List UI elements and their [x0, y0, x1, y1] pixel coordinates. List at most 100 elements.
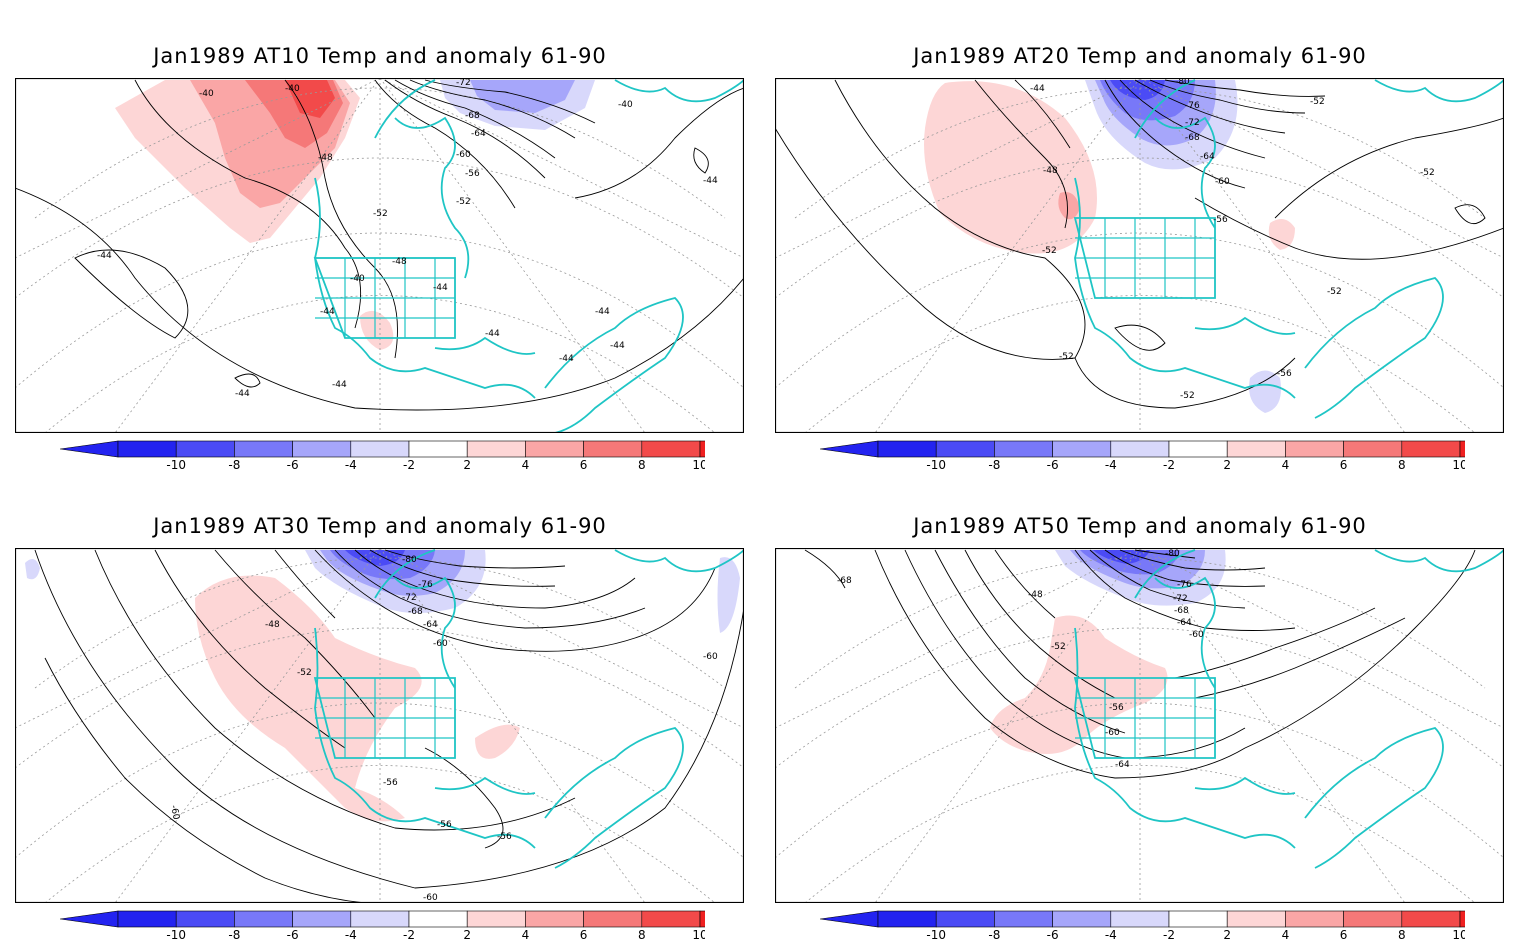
colorbar-label: -2 — [403, 928, 415, 941]
colorbar-segment — [466, 910, 526, 928]
contour-label: -56 — [383, 778, 398, 788]
colorbar-segment — [1052, 440, 1112, 458]
colorbar-label: 8 — [1398, 928, 1406, 941]
contour-label: -52 — [1327, 287, 1342, 297]
colorbar-label: 6 — [580, 928, 588, 941]
panel-title: Jan1989 AT50 Temp and anomaly 61-90 — [913, 514, 1367, 538]
colorbar-at10: -10 -8 -6 -4 -2 2 4 6 8 10 — [60, 440, 705, 471]
colorbar-segment — [583, 440, 643, 458]
graticule — [15, 78, 744, 433]
contour-label: -68 — [1174, 606, 1189, 616]
colorbar-segment — [350, 440, 410, 458]
graticule — [15, 548, 744, 903]
cold-anomaly-small — [1249, 370, 1281, 413]
map-frame — [15, 78, 744, 433]
coastlines — [313, 549, 744, 869]
contour-label: -44 — [595, 307, 610, 317]
warm-anomaly-2 — [990, 615, 1168, 754]
colorbar-segment — [1285, 440, 1344, 458]
contour-label: -60 — [168, 804, 180, 820]
contour-label: -68 — [408, 607, 423, 617]
colorbar-segment — [525, 440, 584, 458]
contour-label: -44 — [610, 341, 625, 351]
contour-label: -44 — [332, 380, 347, 390]
panel-at50: Jan1989 AT50 Temp and anomaly 61-90 — [760, 470, 1520, 941]
colorbar-segment — [1168, 910, 1228, 928]
contour-label: -56 — [1277, 369, 1292, 379]
contour-label: -44 — [559, 354, 574, 364]
contour-label: -76 — [418, 580, 433, 590]
map-at10: -40 -40 -72 -40 -68 -64 -48 -60 -56 -52 … — [15, 78, 744, 433]
contour-label: -52 — [1420, 168, 1435, 178]
contour-label: -52 — [1051, 642, 1066, 652]
contour-label: -80 — [402, 555, 417, 565]
colorbar-arrow-left — [820, 910, 879, 928]
coastlines — [1073, 79, 1504, 419]
colorbar-segment — [935, 910, 995, 928]
contour-labels: -80 -68 -76 -48 -72 -68 -64 -60 -52 -56 … — [837, 549, 1204, 770]
colorbar-label: 10 — [1452, 458, 1465, 471]
colorbar-label: 8 — [638, 928, 646, 941]
colorbar-label: 4 — [522, 928, 530, 941]
contour-label: -48 — [1043, 166, 1058, 176]
panel-at30: Jan1989 AT30 Temp and anomaly 61-90 — [0, 470, 760, 941]
colorbar-label: -6 — [1047, 458, 1059, 471]
anomaly-shading — [25, 550, 740, 822]
cold-anomaly-8 — [1110, 80, 1165, 100]
colorbar-label: -2 — [1163, 458, 1175, 471]
warm-anomaly-small — [1268, 219, 1295, 250]
contour-label: -76 — [1185, 101, 1200, 111]
colorbar-segment — [1401, 910, 1461, 928]
contour-label: -72 — [1185, 118, 1200, 128]
contour-label: -40 — [199, 89, 214, 99]
contour-label: -60 — [1105, 728, 1120, 738]
contour-label: -56 — [437, 820, 452, 830]
colorbar-segment — [408, 440, 468, 458]
contour-label: -44 — [1030, 84, 1045, 94]
contour-labels: -44 -80 -52 -76 -72 -68 -64 -48 -60 -52 … — [1030, 78, 1435, 401]
contour-label: -80 — [1165, 549, 1180, 559]
contour-label: -52 — [1059, 352, 1074, 362]
map-at50: -80 -68 -76 -48 -72 -68 -64 -60 -52 -56 … — [775, 548, 1504, 903]
colorbar-arrow-left — [60, 440, 119, 458]
colorbar-segment — [117, 440, 177, 458]
contour-label: -52 — [1310, 97, 1325, 107]
colorbar-segment — [641, 440, 701, 458]
warm-anomaly-2 — [195, 575, 422, 822]
contour-label: -64 — [471, 129, 486, 139]
warm-anomaly-small — [360, 310, 394, 350]
anomaly-shading — [115, 80, 595, 350]
colorbar-segment — [234, 910, 293, 928]
colorbar-label: 2 — [463, 458, 471, 471]
contour-label: -48 — [392, 257, 407, 267]
colorbar-segment — [1226, 440, 1286, 458]
colorbar-label: -10 — [926, 458, 946, 471]
contour-label: -60 — [433, 639, 448, 649]
colorbar-label: 10 — [1452, 928, 1465, 941]
contour-label: -60 — [1189, 630, 1204, 640]
colorbar-label: 10 — [692, 928, 705, 941]
colorbar-segment — [350, 910, 410, 928]
colorbar-segment — [1110, 440, 1170, 458]
colorbar-segment — [175, 440, 235, 458]
colorbar-label: -4 — [1105, 928, 1117, 941]
contour-labels: -40 -40 -72 -40 -68 -64 -48 -60 -56 -52 … — [97, 78, 718, 399]
colorbar-segment — [1285, 910, 1344, 928]
contour-label: -72 — [402, 593, 417, 603]
colorbar-segment — [525, 910, 584, 928]
contour-label: -52 — [456, 197, 471, 207]
contour-label: -56 — [465, 169, 480, 179]
panel-title: Jan1989 AT30 Temp and anomaly 61-90 — [153, 514, 607, 538]
temperature-contours — [775, 79, 1504, 409]
map-frame — [775, 78, 1504, 433]
colorbar-label: 2 — [1223, 458, 1231, 471]
map-frame — [775, 548, 1504, 903]
colorbar-arrow-left — [820, 440, 879, 458]
colorbar-segment — [583, 910, 643, 928]
colorbar-label: 2 — [1223, 928, 1231, 941]
contour-label: -44 — [235, 389, 250, 399]
colorbar-label: -6 — [287, 458, 299, 471]
warm-anomaly-small — [475, 724, 520, 759]
colorbar-segment — [641, 910, 701, 928]
colorbar-segment — [699, 440, 705, 458]
